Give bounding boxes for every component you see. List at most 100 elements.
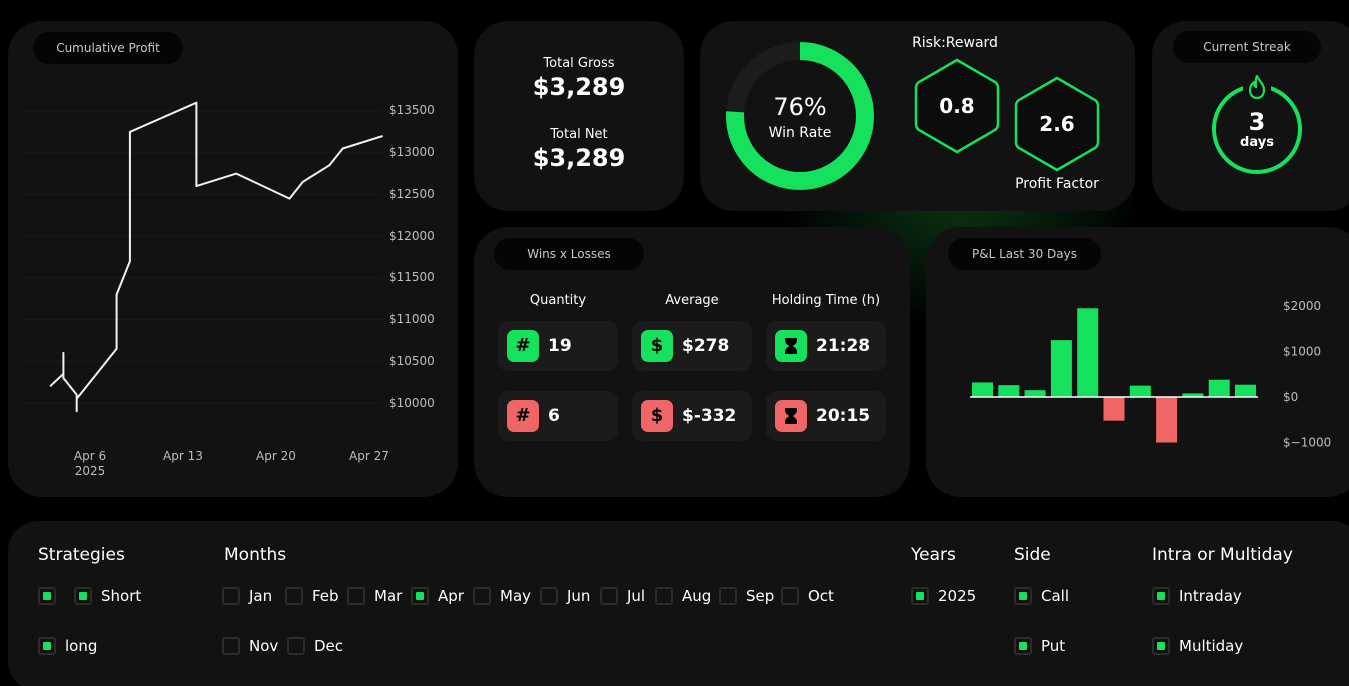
pnl-bar: [1208, 379, 1230, 397]
checkbox-box[interactable]: [1152, 637, 1170, 655]
wins-quantity-cell: # 19: [498, 321, 618, 371]
profit-factor-label: Profit Factor: [1015, 176, 1099, 192]
pnl-bar: [998, 385, 1020, 397]
multiday-checkbox[interactable]: Multiday: [1152, 637, 1243, 655]
risk-reward-label: Risk:Reward: [912, 35, 998, 51]
month-checkbox-mar[interactable]: Mar: [347, 587, 402, 605]
wins-average-value: $278: [682, 336, 730, 356]
cumulative-profit-title: Cumulative Profit: [33, 32, 183, 64]
strategy-checkbox-short[interactable]: Short: [74, 587, 141, 605]
pnl-bar-chart: $2000 $1000 $0 $−1000: [970, 299, 1331, 450]
risk-reward-value: 0.8: [939, 94, 975, 118]
checkbox-box[interactable]: [38, 637, 56, 655]
checkbox-box[interactable]: [287, 637, 305, 655]
checkbox-label: Mar: [374, 587, 403, 605]
filters-card: Strategies Short long Months Jan Feb Mar…: [8, 521, 1349, 686]
losses-holding-cell: 20:15: [766, 391, 886, 441]
checkbox-label: Multiday: [1179, 637, 1244, 655]
checkbox-box[interactable]: [655, 587, 673, 605]
checkbox-box[interactable]: [74, 587, 92, 605]
years-heading: Years: [911, 545, 956, 565]
months-heading: Months: [224, 545, 287, 565]
wins-holding-cell: 21:28: [766, 321, 886, 371]
month-checkbox-oct[interactable]: Oct: [781, 587, 834, 605]
checkbox-label: Short: [101, 587, 142, 605]
checkbox-label: May: [500, 587, 532, 605]
streak-value: 3: [1248, 108, 1266, 136]
cumulative-profit-line: [49, 101, 383, 413]
pnl-bar: [1077, 308, 1099, 397]
checkbox-box[interactable]: [222, 637, 240, 655]
checkbox-box[interactable]: [1014, 587, 1032, 605]
checkbox-box[interactable]: [1014, 637, 1032, 655]
intra-multiday-heading: Intra or Multiday: [1152, 545, 1293, 565]
wins-holding-value: 21:28: [816, 336, 871, 356]
win-rate-card: 76% Win Rate Risk:Reward 0.8 2.6 Profit …: [700, 21, 1135, 211]
month-checkbox-sep[interactable]: Sep: [719, 587, 774, 605]
y-tick: $10500: [389, 354, 435, 368]
year-checkbox-2025[interactable]: 2025: [911, 587, 976, 605]
side-checkbox-put[interactable]: Put: [1014, 637, 1065, 655]
wins-losses-title: Wins x Losses: [494, 238, 644, 270]
win-rate-value: 76%: [773, 93, 827, 121]
losses-holding-value: 20:15: [816, 406, 871, 426]
checkbox-box[interactable]: [347, 587, 365, 605]
pnl-bar: [1182, 393, 1204, 397]
checkbox-box[interactable]: [540, 587, 558, 605]
strategy-checkbox-long[interactable]: long: [38, 637, 97, 655]
pnl-bar: [972, 382, 993, 397]
column-quantity: Quantity: [529, 293, 587, 308]
y-tick: $13500: [389, 103, 435, 117]
y-tick: $12500: [389, 187, 435, 201]
strategy-checkbox-unnamed[interactable]: [38, 587, 65, 605]
side-heading: Side: [1014, 545, 1051, 565]
pnl-bar: [1235, 384, 1256, 397]
total-gross: Total Gross $3,289: [474, 56, 684, 101]
dollar-icon: $: [641, 400, 673, 432]
pnl-card: P&L Last 30 Days $2000 $1000 $0 $−1000: [926, 227, 1349, 497]
month-checkbox-jun[interactable]: Jun: [540, 587, 590, 605]
profit-factor-hexagon: [1014, 76, 1100, 172]
checkbox-label: Jul: [627, 587, 646, 605]
total-gross-value: $3,289: [532, 73, 626, 101]
pnl-bar: [1024, 390, 1046, 397]
checkbox-label: long: [65, 637, 98, 655]
month-checkbox-feb[interactable]: Feb: [285, 587, 339, 605]
checkbox-box[interactable]: [222, 587, 240, 605]
checkbox-box[interactable]: [285, 587, 303, 605]
checkbox-label: Apr: [438, 587, 464, 605]
checkbox-box[interactable]: [911, 587, 929, 605]
total-gross-label: Total Gross: [543, 56, 615, 71]
month-checkbox-dec[interactable]: Dec: [287, 637, 343, 655]
total-net: Total Net $3,289: [474, 127, 684, 172]
checkbox-box[interactable]: [600, 587, 618, 605]
flame-icon: [1248, 75, 1266, 99]
x-tick: Apr 13: [163, 449, 203, 463]
checkbox-box[interactable]: [473, 587, 491, 605]
month-checkbox-jan[interactable]: Jan: [222, 587, 272, 605]
checkbox-label: Put: [1041, 637, 1066, 655]
checkbox-box[interactable]: [719, 587, 737, 605]
checkbox-box[interactable]: [411, 587, 429, 605]
month-checkbox-jul[interactable]: Jul: [600, 587, 645, 605]
month-checkbox-may[interactable]: May: [473, 587, 531, 605]
checkbox-label: 2025: [938, 587, 977, 605]
month-checkbox-apr[interactable]: Apr: [411, 587, 464, 605]
current-streak-title: Current Streak: [1173, 31, 1321, 63]
pnl-bar: [1156, 397, 1178, 443]
month-checkbox-nov[interactable]: Nov: [222, 637, 278, 655]
checkbox-label: Oct: [808, 587, 834, 605]
month-checkbox-aug[interactable]: Aug: [655, 587, 711, 605]
risk-reward-hexagon: [914, 58, 1000, 154]
x-tick-year: 2025: [74, 464, 106, 478]
donut-arc: [726, 42, 874, 190]
side-checkbox-call[interactable]: Call: [1014, 587, 1069, 605]
checkbox-label: Jun: [567, 587, 591, 605]
checkbox-box[interactable]: [38, 587, 56, 605]
strategies-heading: Strategies: [38, 545, 125, 565]
checkbox-label: Call: [1041, 587, 1070, 605]
checkbox-box[interactable]: [781, 587, 799, 605]
checkbox-box[interactable]: [1152, 587, 1170, 605]
intraday-checkbox[interactable]: Intraday: [1152, 587, 1242, 605]
hash-icon: #: [507, 400, 539, 432]
